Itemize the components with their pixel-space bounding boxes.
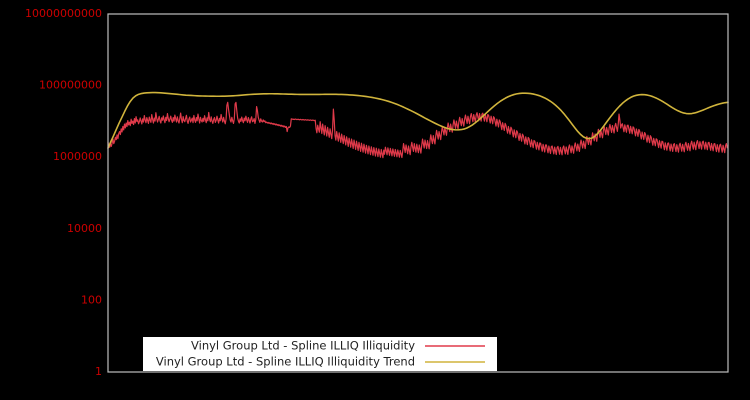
legend-label: Vinyl Group Ltd - Spline ILLIQ Illiquidi… — [191, 339, 415, 353]
chart-legend[interactable]: Vinyl Group Ltd - Spline ILLIQ Illiquidi… — [143, 337, 497, 371]
y-tick-label: 10000000000 — [25, 7, 102, 20]
legend-label: Vinyl Group Ltd - Spline ILLIQ Illiquidi… — [156, 355, 415, 369]
series-illiquidity-line — [107, 101, 729, 159]
plot-background — [108, 14, 728, 372]
y-tick-label: 10000 — [67, 222, 102, 235]
plot-frame — [107, 13, 729, 373]
y-tick-label: 1000000 — [53, 150, 102, 163]
y-tick-label: 1 — [95, 365, 102, 378]
y-tick-label: 100000000 — [39, 79, 102, 92]
legend-background — [143, 337, 497, 371]
y-tick-label: 100 — [81, 293, 102, 306]
y-axis-tick-labels: 10000000000 100000000 1000000 10000 100 1 — [25, 7, 102, 378]
series-illiquidity-trend-line — [107, 91, 729, 149]
data-series-group — [107, 91, 729, 159]
